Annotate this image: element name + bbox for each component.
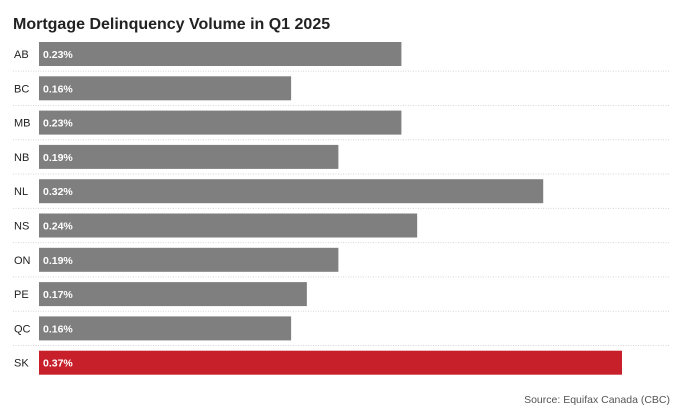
value-label-ab: 0.23% xyxy=(43,49,73,61)
value-label-sk: 0.37% xyxy=(43,358,73,370)
category-label-on: ON xyxy=(14,255,31,267)
value-label-pe: 0.17% xyxy=(43,289,73,301)
source-note: Source: Equifax Canada (CBC) xyxy=(524,394,670,406)
category-label-sk: SK xyxy=(14,358,29,370)
bar-pe xyxy=(39,282,307,307)
category-label-mb: MB xyxy=(14,118,31,130)
bar-sk xyxy=(39,350,622,375)
bar-qc xyxy=(39,316,292,341)
bar-ab xyxy=(39,42,402,66)
category-label-pe: PE xyxy=(14,289,29,301)
bar-bc xyxy=(39,76,292,101)
value-label-nb: 0.19% xyxy=(43,152,73,164)
value-label-bc: 0.16% xyxy=(43,83,73,95)
value-label-mb: 0.23% xyxy=(43,118,73,130)
bar-mb xyxy=(39,110,402,135)
category-label-ab: AB xyxy=(14,49,29,61)
bar-nl xyxy=(39,179,544,204)
value-label-nl: 0.32% xyxy=(43,186,73,198)
category-label-nb: NB xyxy=(14,152,29,164)
bar-ns xyxy=(39,213,418,238)
chart-title: Mortgage Delinquency Volume in Q1 2025 xyxy=(13,16,330,33)
category-label-ns: NS xyxy=(14,221,29,233)
category-label-qc: QC xyxy=(14,323,31,335)
value-label-on: 0.19% xyxy=(43,255,73,267)
bar-rows: AB 0.23% BC 0.16% MB 0.23% NB 0.19% NL 0.32% NS 0.2… xyxy=(13,42,670,375)
bar-nb xyxy=(39,144,339,169)
bar-on xyxy=(39,247,339,272)
value-label-qc: 0.16% xyxy=(43,323,73,335)
category-label-bc: BC xyxy=(14,83,29,95)
value-label-ns: 0.24% xyxy=(43,221,73,233)
category-label-nl: NL xyxy=(14,186,28,198)
